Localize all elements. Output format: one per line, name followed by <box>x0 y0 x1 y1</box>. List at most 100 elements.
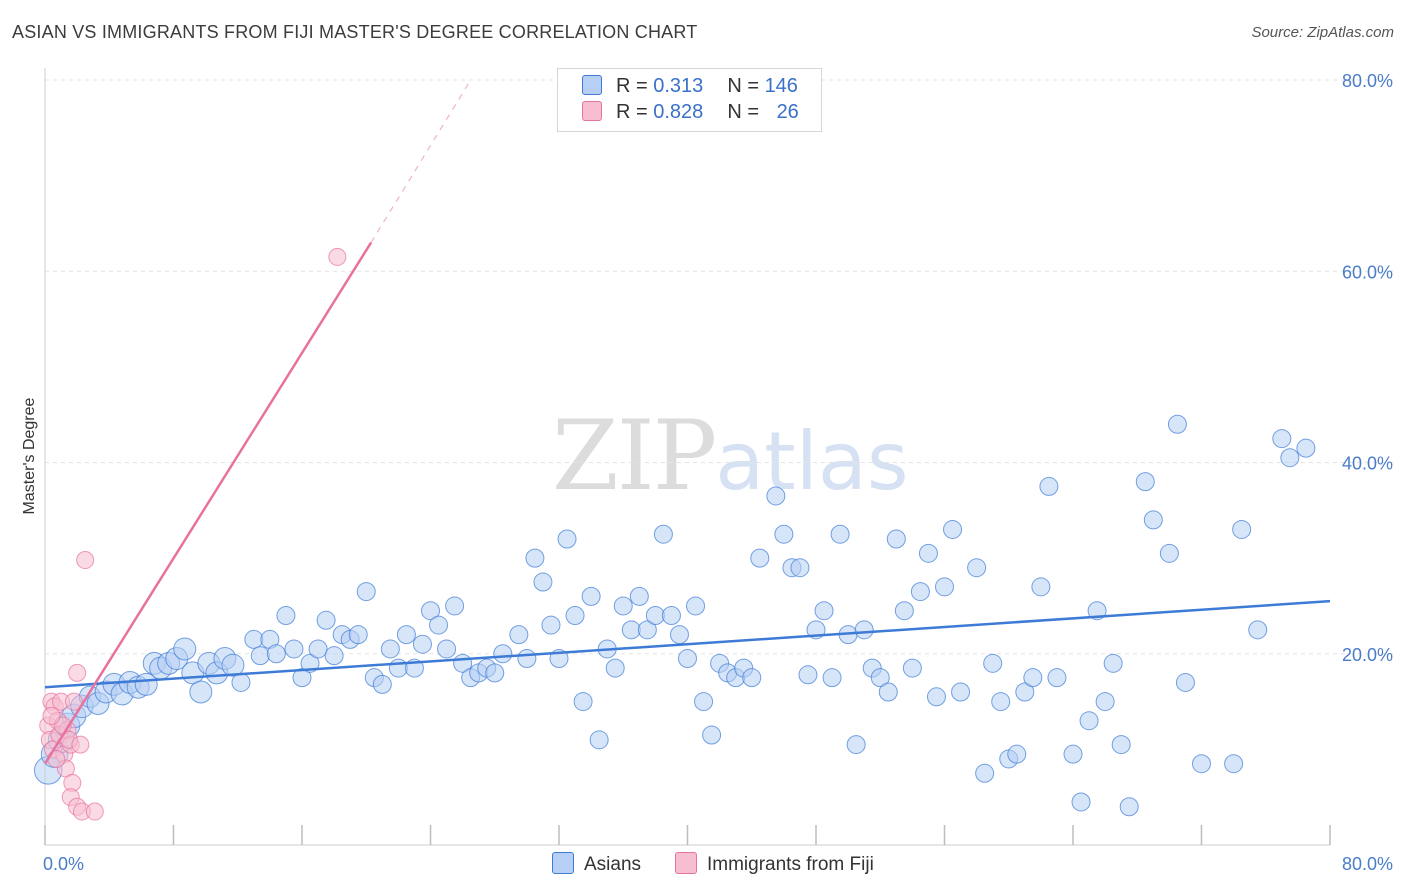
asian-point <box>902 658 922 678</box>
asian-point <box>1103 653 1123 673</box>
asian-point <box>975 763 995 783</box>
asian-point <box>525 548 545 568</box>
asian-point <box>250 646 270 666</box>
asian-point <box>878 682 898 702</box>
y-tick-label: 80.0% <box>1342 71 1393 91</box>
asian-point <box>581 586 601 606</box>
asian-point <box>983 653 1003 673</box>
asian-point <box>517 649 537 669</box>
asian-point <box>790 558 810 578</box>
asian-point <box>814 601 834 621</box>
bottom-legend-fiji-label: Immigrants from Fiji <box>707 854 874 875</box>
legend-r-label: R = <box>616 75 654 97</box>
asian-point <box>533 572 553 592</box>
asian-point <box>1047 668 1067 688</box>
x-tick-label: 0.0% <box>43 854 84 874</box>
x-tick-label: 80.0% <box>1342 854 1393 874</box>
asian-point <box>886 529 906 549</box>
asian-point <box>750 548 770 568</box>
asian-point <box>485 663 505 683</box>
trend-lines <box>43 79 1331 765</box>
asian-point <box>284 639 304 659</box>
asian-point <box>830 524 850 544</box>
asian-point <box>645 606 665 625</box>
asian-point <box>1095 692 1115 712</box>
fiji-points <box>39 247 347 821</box>
bottom-swatch-fiji <box>675 852 697 874</box>
legend-n-label: N = <box>727 75 765 97</box>
asian-point <box>1232 519 1252 539</box>
asian-point <box>565 606 585 625</box>
asian-point <box>694 692 714 712</box>
asian-point <box>637 620 657 640</box>
asian-point <box>1023 668 1043 688</box>
asian-point <box>388 658 408 678</box>
asian-point <box>870 668 890 688</box>
asian-point <box>292 668 312 688</box>
legend: R = 0.313 N = 146 R = 0.828 N = 26 <box>557 68 822 132</box>
asian-point <box>798 665 818 685</box>
asian-point <box>396 625 416 645</box>
asian-point <box>1248 620 1268 640</box>
asian-points <box>33 414 1316 817</box>
asian-point <box>493 644 513 664</box>
asian-point <box>702 725 722 745</box>
asian-point <box>541 615 561 635</box>
asian-point <box>967 558 987 578</box>
legend-n-label: N = <box>727 101 765 123</box>
asian-point <box>1039 476 1059 496</box>
asian-point <box>589 730 609 750</box>
y-tick-label: 20.0% <box>1342 645 1393 665</box>
asian-point <box>943 519 963 539</box>
asian-point <box>935 577 954 597</box>
source-label: Source: ZipAtlas.com <box>1251 24 1394 41</box>
asian-point <box>1159 543 1179 563</box>
asian-point <box>653 524 673 544</box>
asian-point <box>894 601 914 621</box>
asian-point <box>421 601 440 621</box>
y-tick-label: 60.0% <box>1342 262 1393 282</box>
asian-point <box>437 639 457 659</box>
asian-point <box>1111 735 1131 755</box>
asian-point <box>669 625 689 645</box>
asian-point <box>1135 472 1155 492</box>
bottom-legend-asian-label: Asians <box>584 854 642 875</box>
asian-point <box>951 682 971 702</box>
asian-point <box>742 668 762 688</box>
asian-point <box>300 653 320 673</box>
legend-swatch-fiji <box>582 101 602 121</box>
bottom-legend-asian: Asians <box>552 852 641 876</box>
asian-point <box>348 625 368 645</box>
asian-point <box>918 543 938 563</box>
bottom-legend: Asians Immigrants from Fiji <box>0 852 1406 878</box>
asian-point <box>1296 438 1316 458</box>
asian-point <box>221 653 245 677</box>
fiji-point <box>71 735 90 754</box>
asian-point <box>846 735 866 755</box>
legend-n-value-asian: 146 <box>764 75 798 97</box>
asian-point <box>316 610 336 630</box>
fiji-point <box>64 692 83 711</box>
fiji-trend-extension <box>370 79 472 243</box>
asian-trend-line <box>44 599 1331 689</box>
fiji-point <box>76 551 95 570</box>
asian-point <box>356 582 376 602</box>
asian-point <box>372 674 392 694</box>
asian-point <box>661 606 681 625</box>
asian-point <box>822 668 842 688</box>
asian-point <box>605 658 625 678</box>
fiji-trend-line <box>43 241 373 765</box>
asian-point <box>324 646 344 666</box>
bottom-legend-fiji: Immigrants from Fiji <box>675 852 874 876</box>
bottom-swatch-asian <box>552 852 574 874</box>
asian-point <box>629 586 649 606</box>
legend-n-value-fiji: 26 <box>776 101 799 123</box>
asian-point <box>1031 577 1051 597</box>
asian-point <box>573 692 593 712</box>
asian-point <box>766 486 786 506</box>
asian-point <box>1280 448 1300 468</box>
asian-point <box>231 672 251 692</box>
y-tick-label: 40.0% <box>1342 454 1393 474</box>
fiji-point <box>85 802 104 821</box>
